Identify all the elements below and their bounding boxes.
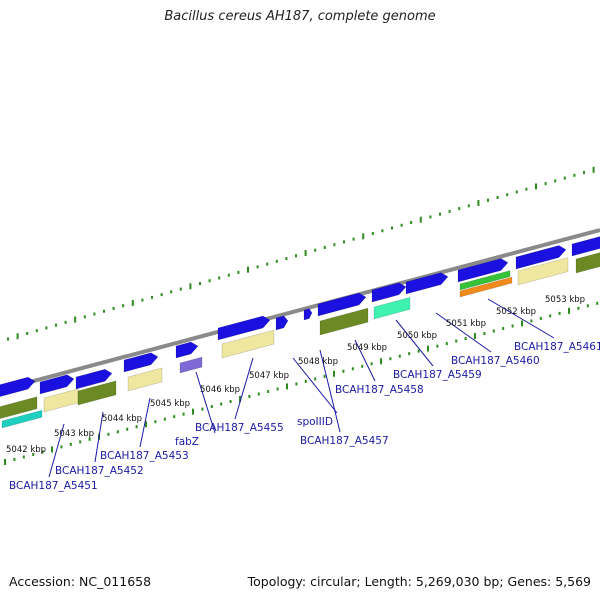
kbp-tick-label: 5049 kbp [347,343,387,353]
accession-text: Accession: NC_011658 [9,574,152,589]
kbp-tick-label: 5047 kbp [249,371,289,381]
gene-label: BCAH187_A5461 [514,341,600,353]
cds-arrow [217,315,271,341]
kbp-tick-label: 5050 kbp [397,331,437,341]
kbp-tick-label: 5052 kbp [496,307,536,317]
feature-block [179,356,203,374]
label-leader-lines [48,298,555,478]
leader-line [94,411,104,463]
cds-arrow [39,374,75,395]
gene-labels: BCAH187_A5451 BCAH187_A5452 BCAH187_A5453 f… [9,341,600,492]
cds-arrow [303,308,313,321]
gene-label: BCAH187_A5451 [9,480,98,492]
cds-arrow [405,272,449,295]
cds-arrow [275,315,289,331]
outer-skew-ticks [7,166,595,341]
feature-block [459,276,513,298]
feature-block [373,297,411,320]
gene-label: BCAH187_A5460 [451,355,540,367]
feature-block [127,367,163,392]
cds-arrow [0,376,36,397]
feature-block [319,307,369,336]
feature-block [77,380,117,406]
feature-block [575,252,600,274]
cds-arrow [371,282,407,303]
cds-arrow [457,258,509,283]
kbp-tick-label: 5045 kbp [150,399,190,409]
gene-label: BCAH187_A5452 [55,465,144,477]
feature-block [221,329,275,359]
kbp-tick-label: 5051 kbp [446,319,486,329]
feature-block [517,257,569,286]
leader-line [435,312,492,353]
gene-label: spoIIID [297,416,333,428]
leader-line [487,298,555,339]
kbp-tick-label: 5044 kbp [102,414,142,424]
feature-block [1,409,43,429]
topology-text: Topology: circular; Length: 5,269,030 bp… [247,574,591,589]
gene-label: BCAH187_A5453 [100,450,189,462]
cds-arrow [123,352,159,373]
leader-line [354,339,376,382]
leader-line [234,357,254,420]
kbp-tick-label: 5048 kbp [298,357,338,367]
leader-line [395,319,434,367]
gene-label: BCAH187_A5455 [195,422,284,434]
leader-line [48,423,65,478]
feature-block [43,388,79,413]
cds-arrow [75,368,113,390]
kbp-tick-label: 5043 kbp [54,429,94,439]
cds-arrow [175,341,199,359]
kbp-tick-label: 5046 kbp [200,385,240,395]
genome-backbone [0,228,600,392]
gene-label: BCAH187_A5458 [335,384,424,396]
leader-line [139,397,151,448]
kbp-tick-label: 5053 kbp [545,295,585,305]
feature-tracks [0,236,600,429]
cds-arrow [317,292,367,317]
feature-block [459,270,511,291]
kbp-tick-labels: 5042 kbp 5043 kbp 5044 kbp 5045 kbp 5046 kbp… [6,295,585,455]
leader-line [292,357,338,414]
leader-line [195,371,216,434]
gene-label: BCAH187_A5459 [393,369,482,381]
gene-label: BCAH187_A5457 [300,435,389,447]
kbp-tick-label: 5042 kbp [6,445,46,455]
map-title: Bacillus cereus AH187, complete genome [164,9,436,24]
leader-line [319,349,341,433]
feature-block [0,396,38,419]
gene-label: fabZ [175,436,199,448]
cds-arrow [515,245,567,270]
